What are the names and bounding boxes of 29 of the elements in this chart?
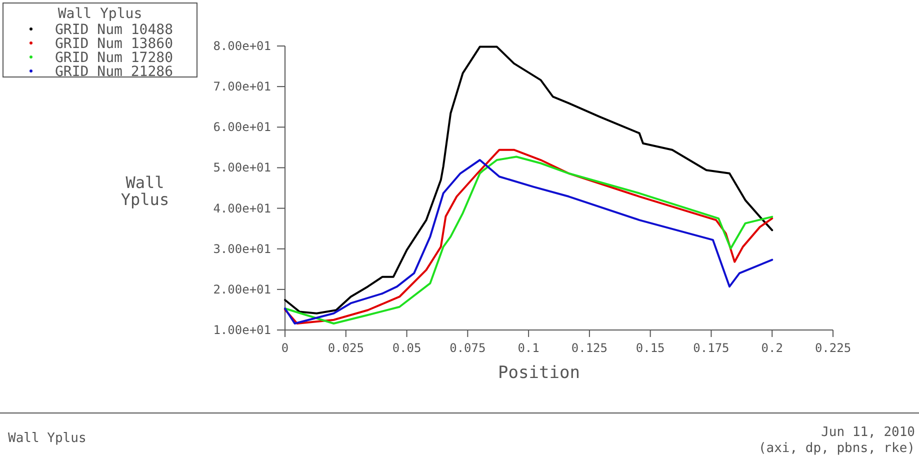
x-axis-title: Position (498, 363, 580, 383)
x-tick-label: 0.025 (328, 341, 364, 355)
x-tick-label: 0.1 (518, 341, 540, 355)
x-tick-label: 0.2 (761, 341, 783, 355)
x-tick-label: 0.225 (814, 341, 852, 355)
x-tick-label: 0.125 (571, 341, 608, 355)
x-tick-label: 0.15 (636, 341, 665, 355)
legend-label: GRID Num 21286 (55, 64, 174, 80)
y-tick-label: 2.00e+01 (213, 282, 271, 296)
legend-title: Wall Yplus (58, 6, 142, 22)
y-tick-label: 1.00e+01 (213, 323, 271, 337)
text: Jun 11, 2010 (821, 425, 915, 440)
y-tick-label: 8.00e+01 (213, 39, 271, 53)
y-tick-label: 3.00e+01 (213, 242, 271, 256)
legend-label: GRID Num 10488 (55, 22, 174, 38)
legend-label: GRID Num 13860 (55, 36, 174, 52)
y-tick-label: 7.00e+01 (213, 80, 271, 94)
x-tick-label: 0.075 (450, 341, 486, 355)
y-tick-label: 6.00e+01 (213, 120, 271, 134)
line-series (284, 46, 774, 314)
y-tick-label: 4.00e+01 (213, 201, 271, 216)
y-axis-title: Wall Yplus (120, 173, 170, 209)
x-tick-label: 0.05 (392, 341, 422, 355)
legend-label: GRID Num 17280 (55, 50, 174, 66)
text: (axi, dp, pbns, rke) (758, 441, 915, 456)
x-tick-label: 0.175 (693, 341, 730, 355)
text: Wall Yplus (8, 431, 86, 446)
x-tick-label: 0 (281, 341, 289, 355)
y-tick-label: 5.00e+01 (213, 160, 271, 175)
